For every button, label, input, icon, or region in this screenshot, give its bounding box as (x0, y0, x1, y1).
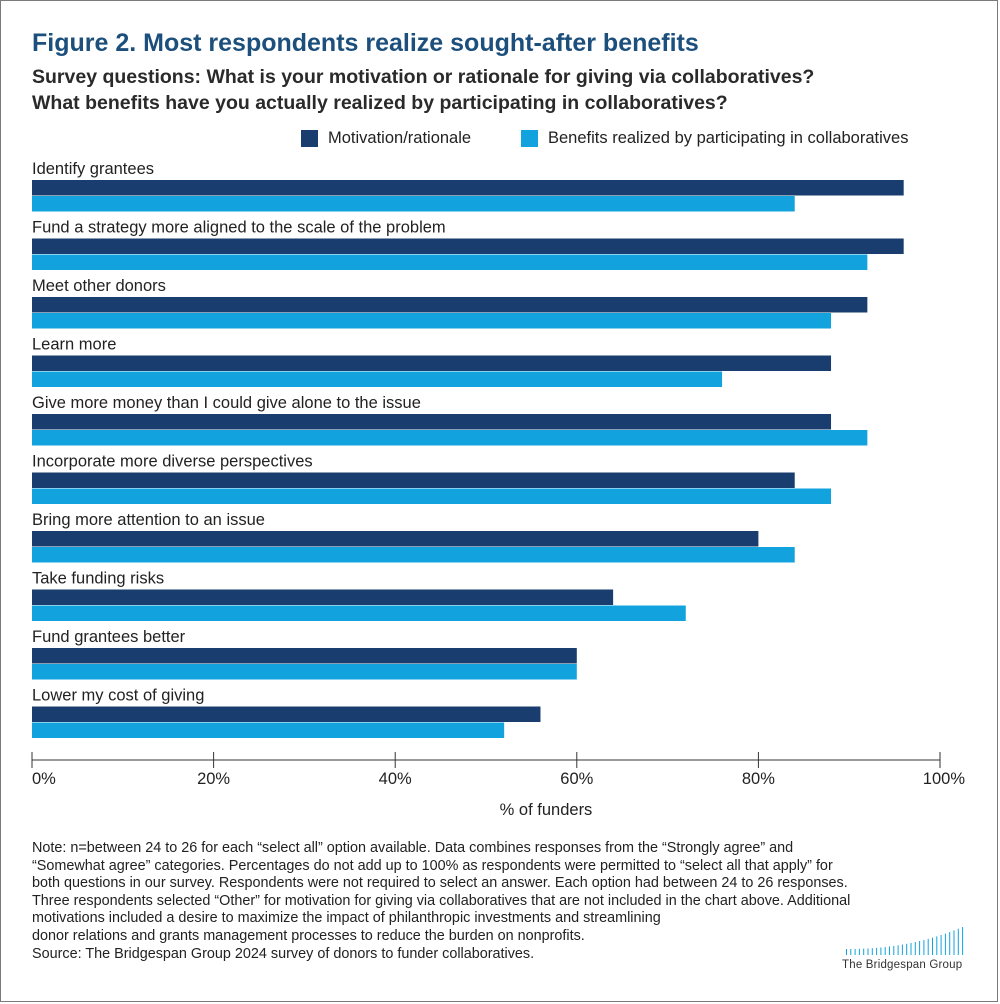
logo-bar (914, 942, 916, 955)
logo-bar (876, 947, 878, 955)
x-tick-label: 40% (379, 770, 412, 788)
figure-title: Figure 2. Most respondents realize sough… (32, 29, 699, 57)
logo-bar (889, 946, 890, 955)
logo-bar (893, 945, 895, 955)
category-label: Learn more (32, 336, 116, 354)
bar-group: Identify grantees Fund a strategy more al… (32, 160, 904, 738)
figure-subtitle: Survey questions: What is your motivatio… (32, 64, 814, 116)
legend-item-benefits: Benefits realized by participating in co… (521, 128, 908, 148)
logo-bar (880, 947, 882, 955)
bar-benefits (32, 313, 832, 329)
logo-bar (846, 949, 847, 955)
category-label: Incorporate more diverse perspectives (32, 453, 313, 471)
logo-bar (901, 944, 903, 955)
logo-bar (962, 927, 964, 955)
logo-bar (850, 948, 852, 955)
bar-benefits (32, 664, 577, 680)
logo-bar (949, 932, 951, 955)
bar-benefits (32, 488, 832, 504)
note-line: Three respondents selected “Other” for m… (32, 892, 851, 909)
logo-bar (863, 948, 865, 955)
bar-motivation (32, 355, 832, 371)
bar-motivation (32, 180, 904, 196)
subtitle-line-2: What benefits have you actually realized… (32, 92, 728, 114)
category-label: Fund a strategy more aligned to the scal… (32, 219, 446, 237)
footnote: Note: n=between 24 to 26 for each “selec… (32, 840, 977, 963)
subtitle-line-1: Survey questions: What is your motivatio… (32, 66, 815, 88)
x-tick-label: 60% (560, 770, 593, 788)
bar-motivation (32, 589, 614, 605)
bar-benefits (32, 254, 868, 270)
x-tick-label: 20% (197, 770, 230, 788)
logo-bar (854, 948, 856, 955)
bar-motivation (32, 531, 759, 547)
logo-bar (871, 948, 873, 955)
logo-bar (906, 943, 908, 955)
category-label: Give more money than I could give alone … (32, 394, 421, 412)
bar-motivation (32, 472, 795, 488)
note-line: donor relations and grants management pr… (32, 927, 585, 944)
logo-bar (858, 948, 860, 955)
bridgespan-bars-logo-icon (846, 927, 964, 955)
bridgespan-logo: The Bridgespan Group (842, 926, 970, 974)
legend-label-benefits: Benefits realized by participating in co… (548, 128, 909, 147)
note-line: Note: n=between 24 to 26 for each “selec… (32, 840, 794, 856)
logo-bar (936, 936, 938, 955)
logo-bar (919, 941, 921, 955)
logo-bar (910, 942, 912, 955)
source-line: Source: The Bridgespan Group 2024 survey… (32, 945, 535, 962)
x-axis-title: % of funders (500, 801, 593, 819)
logo-bar (953, 930, 955, 955)
logo-bar (867, 948, 869, 955)
category-label: Lower my cost of giving (32, 687, 204, 705)
category-label: Identify grantees (32, 160, 154, 178)
bar-benefits (32, 430, 868, 446)
bar-motivation (32, 648, 577, 664)
x-tick-label: 100% (923, 770, 966, 788)
note-line: both questions in our survey. Respondent… (32, 875, 848, 892)
logo-bar (957, 928, 959, 955)
category-label: Take funding risks (32, 570, 164, 588)
bar-benefits (32, 196, 795, 212)
bar-benefits (32, 547, 795, 563)
legend-swatch-benefits (521, 129, 538, 147)
logo-bar (884, 947, 886, 955)
bar-motivation (32, 238, 904, 254)
bar-motivation (32, 414, 832, 430)
logo-bar (940, 934, 942, 955)
category-label: Fund grantees better (32, 628, 186, 646)
category-label: Bring more attention to an issue (32, 511, 265, 529)
x-tick-label: 80% (742, 770, 775, 788)
x-axis: 0% 20% 40% 60% 80% 100% (31, 752, 966, 788)
logo-bar (897, 945, 899, 955)
bar-benefits (32, 371, 723, 387)
bar-chart: Identify grantees Fund a strategy more al… (31, 160, 966, 819)
legend-swatch-motivation (301, 129, 318, 147)
category-label: Meet other donors (32, 277, 166, 295)
note-line: “Somewhat agree” categories. Percentages… (32, 857, 833, 874)
legend-item-motivation: Motivation/rationale (301, 128, 471, 148)
logo-text: The Bridgespan Group (842, 959, 963, 971)
note-line: motivations included a desire to maximiz… (32, 910, 661, 927)
logo-bar (944, 933, 946, 955)
logo-bar (927, 938, 929, 955)
bar-benefits (32, 605, 686, 621)
bar-motivation (32, 706, 541, 722)
bar-benefits (32, 722, 505, 738)
bar-motivation (32, 297, 868, 313)
logo-bar (923, 939, 925, 955)
logo-bar (932, 937, 933, 955)
legend-label-motivation: Motivation/rationale (328, 128, 472, 147)
x-tick-label: 0% (32, 770, 56, 788)
